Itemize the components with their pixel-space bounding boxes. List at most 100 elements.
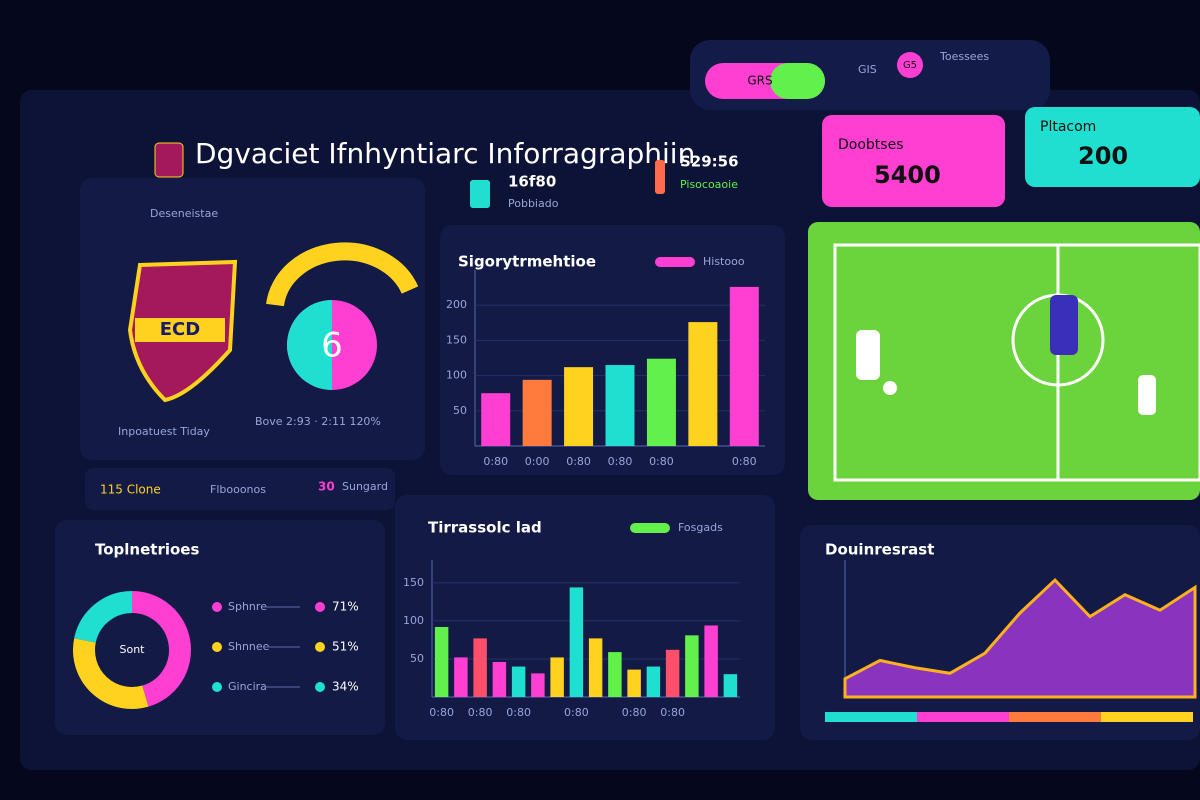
progress-segment xyxy=(825,712,917,722)
legend-swatch xyxy=(655,257,695,267)
card-label: Doobtses xyxy=(838,137,904,153)
ball xyxy=(883,381,897,395)
stat-label: Pobbiado xyxy=(508,197,559,210)
pill-label: GIS xyxy=(858,63,877,76)
bar xyxy=(588,638,603,697)
card[interactable] xyxy=(822,115,1005,207)
card[interactable] xyxy=(1025,107,1200,187)
card-value: 200 xyxy=(1078,142,1128,170)
bar xyxy=(522,379,552,446)
x-tick-label: 0:80 xyxy=(622,706,647,719)
x-tick-label: 0:80 xyxy=(566,455,591,468)
stat-value: 16f80 xyxy=(508,173,556,191)
crest-label: ECD xyxy=(160,319,200,340)
panel-title: Deseneistae xyxy=(150,207,218,220)
pill-label: G5 xyxy=(903,60,917,71)
pill[interactable] xyxy=(770,63,825,99)
bar xyxy=(473,638,487,697)
bar xyxy=(665,649,680,697)
legend-swatch xyxy=(630,523,670,533)
crest-band xyxy=(135,318,225,342)
legend-dot xyxy=(212,682,222,692)
player xyxy=(1138,375,1156,415)
ticker-item: Sungard xyxy=(342,480,388,493)
gauge-half xyxy=(287,300,332,390)
logo xyxy=(154,142,184,178)
chart-title: Sigorytrmehtioe xyxy=(458,253,596,271)
bar xyxy=(646,358,676,446)
bar xyxy=(688,322,718,446)
stat-value: S29:56 xyxy=(680,153,739,171)
bar xyxy=(723,674,738,697)
ticker-item: Flbooonos xyxy=(210,483,266,496)
bar xyxy=(729,286,759,446)
bar xyxy=(564,367,594,446)
x-tick-label: 0:80 xyxy=(468,706,493,719)
x-tick-label: 0:00 xyxy=(525,455,550,468)
x-tick-label: 0:80 xyxy=(506,706,531,719)
stat-icon xyxy=(655,160,665,194)
panel xyxy=(395,495,775,740)
bar xyxy=(531,673,545,697)
legend-dot xyxy=(315,602,325,612)
legend-dot xyxy=(212,642,222,652)
legend-label: Histooo xyxy=(703,255,745,268)
area xyxy=(843,577,1197,699)
bar xyxy=(511,666,526,697)
legend-dot xyxy=(212,602,222,612)
chart-title: Tirrassolc lad xyxy=(428,519,542,537)
stat-label: Pisocoaoie xyxy=(680,178,738,191)
card-value: 5400 xyxy=(874,161,941,189)
bar xyxy=(550,657,564,697)
x-tick-label: 0:80 xyxy=(649,455,674,468)
gauge-label: 6 xyxy=(321,326,343,366)
bar xyxy=(685,635,699,697)
x-tick-label: 0:80 xyxy=(429,706,454,719)
y-tick-label: 150 xyxy=(403,576,424,589)
progress-segment xyxy=(1009,712,1101,722)
legend-dot xyxy=(315,642,325,652)
pitch xyxy=(808,222,1200,500)
crest-caption: Inpoatuest Tiday xyxy=(118,425,210,438)
donut-segment xyxy=(73,638,149,709)
x-tick-label: 0:80 xyxy=(483,455,508,468)
bar xyxy=(605,365,635,446)
donut-center: Sont xyxy=(120,643,146,656)
ticker-item: 30 xyxy=(318,480,335,494)
y-tick-label: 150 xyxy=(446,333,467,346)
progress-segment xyxy=(917,712,1009,722)
y-tick-label: 100 xyxy=(403,614,424,627)
card-label: Pltacom xyxy=(1040,119,1096,135)
value-label: 34% xyxy=(332,680,359,694)
ticker-item: 115 Clone xyxy=(100,483,161,497)
stat-icon xyxy=(470,180,490,208)
x-tick-label: 0:80 xyxy=(564,706,589,719)
pill-dot[interactable] xyxy=(897,52,923,78)
bar xyxy=(481,393,511,446)
pitch-lines xyxy=(833,243,1200,482)
x-tick-label: 0:80 xyxy=(660,706,685,719)
bar xyxy=(646,666,661,697)
y-tick-label: 100 xyxy=(446,369,467,382)
x-tick-label: 0:80 xyxy=(732,455,757,468)
y-tick-label: 50 xyxy=(453,404,467,417)
x-tick-label: 0:80 xyxy=(608,455,633,468)
bar xyxy=(569,587,584,697)
bar xyxy=(704,625,718,697)
ticker xyxy=(85,468,395,510)
value-label: 51% xyxy=(332,640,359,654)
legend-label: Shnnee xyxy=(228,640,270,653)
title: Dgvaciet Ifnhyntiarc Inforragraphiin xyxy=(195,137,695,170)
gauge-caption: Bove 2:93 · 2:11 120% xyxy=(255,415,381,428)
legend-label: Sphnre xyxy=(228,600,267,613)
progress-segment xyxy=(1101,712,1193,722)
pill-label: Toessees xyxy=(939,50,989,63)
bar xyxy=(454,657,468,697)
value-label: 71% xyxy=(332,600,359,614)
pill-label: GRS xyxy=(747,74,772,88)
gauge-arc xyxy=(266,242,419,307)
chart-title: Douinresrast xyxy=(825,541,934,559)
legend-label: Gincira xyxy=(228,680,267,693)
legend-dot xyxy=(315,682,325,692)
